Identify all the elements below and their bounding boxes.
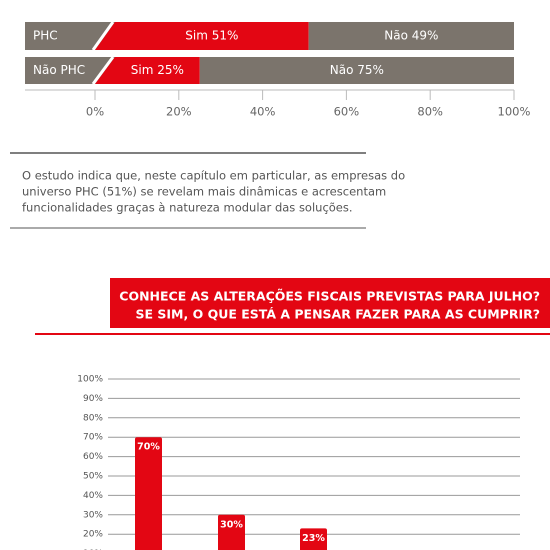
value-label: Não 75% xyxy=(330,63,384,77)
y-tick-label: 100% xyxy=(77,375,103,385)
y-tick-label: 80% xyxy=(83,413,103,423)
bar-gap xyxy=(91,56,115,85)
value-label: 70% xyxy=(137,442,160,453)
bar xyxy=(135,437,162,550)
x-tick-label: 100% xyxy=(498,105,531,119)
category-label: PHC xyxy=(33,29,58,43)
bar-segment xyxy=(308,22,514,50)
value-label: 23% xyxy=(302,533,325,544)
value-label: Sim 51% xyxy=(185,29,238,43)
bar-segment xyxy=(199,57,514,84)
value-label: 30% xyxy=(220,519,243,530)
heading: SE SIM, O QUE ESTÁ A PENSAR FAZER PARA A… xyxy=(136,307,541,322)
y-tick-label: 50% xyxy=(83,472,103,482)
y-tick-label: 30% xyxy=(83,510,103,520)
y-tick-label: 40% xyxy=(83,491,103,501)
bar xyxy=(300,528,327,550)
heading-box xyxy=(110,278,550,328)
note-line: O estudo indica que, neste capítulo em p… xyxy=(22,169,405,183)
bar-gap xyxy=(91,21,115,51)
value-label: Sim 25% xyxy=(131,63,184,77)
y-tick-label: 60% xyxy=(83,452,103,462)
note-line: universo PHC (51%) se revelam mais dinâm… xyxy=(22,185,386,199)
x-tick-label: 60% xyxy=(334,105,360,119)
y-tick-label: 70% xyxy=(83,433,103,443)
y-tick-label: 20% xyxy=(83,530,103,540)
bar xyxy=(218,514,245,550)
x-tick-label: 0% xyxy=(86,105,104,119)
category-label: Não PHC xyxy=(33,63,85,77)
heading: CONHECE AS ALTERAÇÕES FISCAIS PREVISTAS … xyxy=(119,289,540,304)
bar-segment xyxy=(95,22,309,50)
note-line: funcionalidades graças à natureza modula… xyxy=(22,201,353,215)
x-tick-label: 40% xyxy=(250,105,276,119)
x-tick-label: 80% xyxy=(417,105,443,119)
y-tick-label: 90% xyxy=(83,394,103,404)
x-tick-label: 20% xyxy=(166,105,192,119)
value-label: Não 49% xyxy=(384,29,438,43)
bar-segment xyxy=(95,57,200,84)
